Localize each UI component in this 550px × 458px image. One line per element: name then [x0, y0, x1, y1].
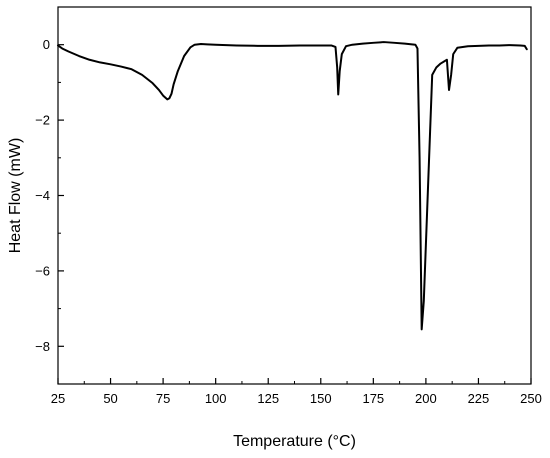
x-tick-label: 225	[468, 391, 490, 406]
y-axis-title: Heat Flow (mW)	[7, 138, 24, 254]
x-axis-ticks: 25 50 75 100 125 150 175 200 225 250	[51, 378, 542, 406]
y-tick-label: −4	[35, 188, 50, 203]
y-tick-label: −6	[35, 263, 50, 278]
x-axis-title: Temperature (°C)	[233, 433, 356, 450]
x-tick-label: 150	[310, 391, 332, 406]
y-tick-label: 0	[43, 37, 50, 52]
x-tick-label: 200	[415, 391, 437, 406]
x-tick-label: 250	[520, 391, 542, 406]
heat-flow-line	[57, 41, 528, 331]
x-tick-label: 100	[205, 391, 227, 406]
y-axis-ticks: 0 −2 −4 −6 −8	[35, 6, 64, 385]
x-tick-label: 50	[103, 391, 117, 406]
y-tick-label: −2	[35, 113, 50, 128]
plot-frame	[57, 6, 532, 385]
x-tick-label: 25	[51, 391, 65, 406]
x-tick-label: 125	[257, 391, 279, 406]
x-tick-label: 75	[156, 391, 170, 406]
x-tick-label: 175	[362, 391, 384, 406]
y-tick-label: −8	[35, 339, 50, 354]
